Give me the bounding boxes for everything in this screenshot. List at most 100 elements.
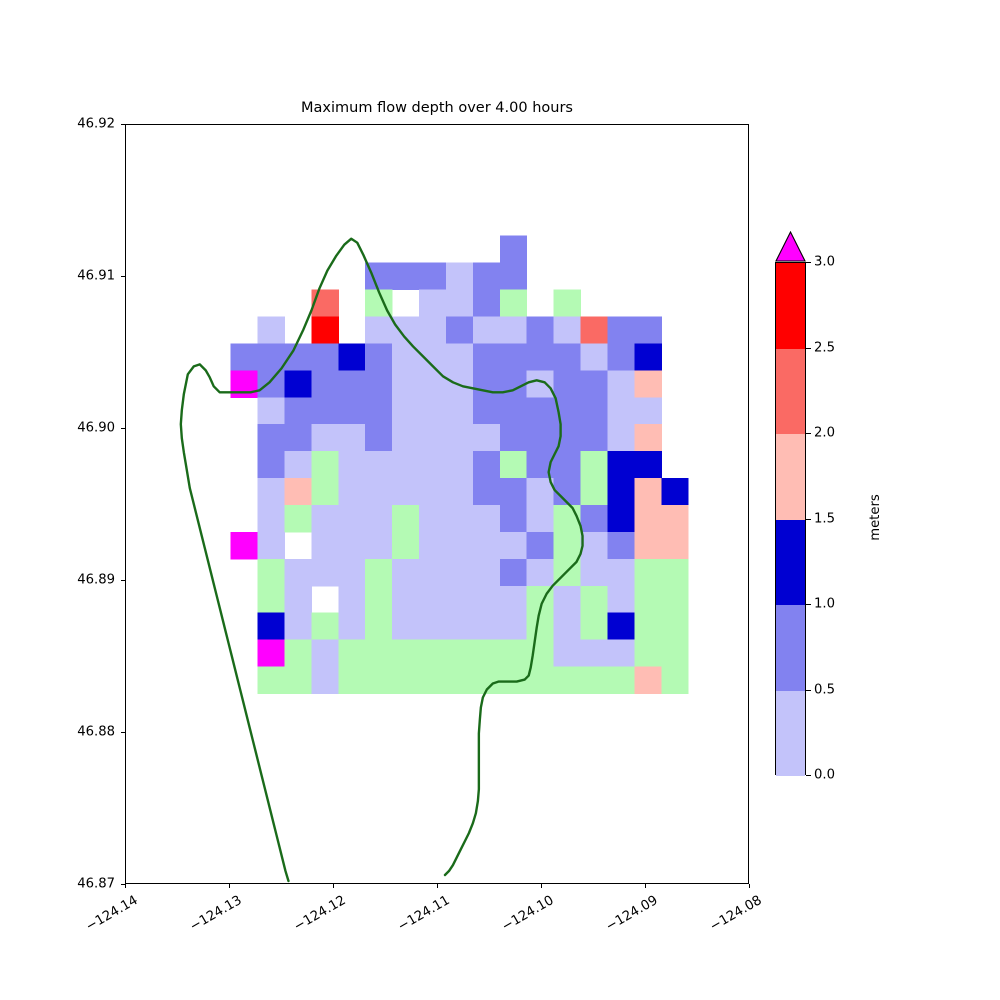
heatmap-cell — [365, 316, 393, 344]
heatmap-cell — [230, 343, 259, 371]
colorbar-tick-mark — [806, 518, 811, 520]
heatmap-cell — [257, 558, 285, 587]
heatmap-cell — [445, 612, 474, 641]
heatmap-cell — [661, 478, 689, 506]
y-tick-label: 46.89 — [77, 572, 115, 588]
heatmap-cell — [499, 235, 528, 264]
x-tick-label: −124.12 — [291, 893, 349, 935]
heatmap-cell — [257, 666, 285, 694]
heatmap-cell — [553, 666, 582, 694]
heatmap-cell — [634, 343, 662, 371]
heatmap-cell — [553, 531, 582, 560]
colorbar-band — [776, 519, 805, 605]
heatmap-cell — [445, 424, 474, 452]
heatmap-cell — [661, 504, 689, 533]
heatmap-cell — [284, 370, 312, 398]
heatmap-cell — [365, 612, 393, 641]
plot-clip-region — [126, 125, 748, 883]
heatmap-cell — [661, 612, 689, 641]
colorbar-tick-label: 0.5 — [814, 682, 835, 697]
heatmap-cell — [284, 451, 312, 479]
heatmap-cell — [392, 451, 420, 479]
heatmap-cell — [499, 451, 528, 479]
heatmap-cell — [526, 666, 555, 694]
heatmap-cell — [257, 343, 285, 371]
heatmap-cell — [257, 370, 285, 398]
colorbar-tick-label: 2.0 — [814, 425, 835, 441]
y-tick-label: 46.88 — [77, 724, 115, 740]
heatmap-cell — [365, 451, 393, 479]
heatmap-cell — [338, 666, 366, 694]
heatmap-cell — [661, 531, 689, 560]
colorbar-band — [776, 605, 805, 691]
heatmap-cell — [445, 504, 474, 533]
heatmap-cell — [365, 504, 393, 533]
heatmap-cell — [472, 585, 501, 614]
heatmap-cell — [499, 504, 528, 533]
heatmap-cell — [526, 370, 555, 398]
heatmap-cell — [311, 666, 339, 694]
heatmap-cell — [419, 424, 447, 452]
heatmap-cell — [526, 316, 555, 344]
heatmap-cell — [230, 531, 259, 560]
heatmap-cell — [499, 478, 528, 506]
heatmap-cell — [311, 612, 339, 641]
x-tick-label: −124.08 — [707, 893, 765, 935]
heatmap-cell — [607, 370, 635, 398]
x-tick-mark — [645, 884, 647, 888]
plot-axes — [125, 124, 749, 884]
colorbar-band — [776, 348, 805, 434]
heatmap-cell — [257, 451, 285, 479]
heatmap-cell — [553, 639, 582, 668]
heatmap-cell — [634, 531, 662, 560]
colorbar-tick-mark — [806, 347, 811, 349]
heatmap-cell — [284, 666, 312, 694]
y-tick-label: 46.92 — [77, 116, 115, 132]
heatmap-cell — [661, 585, 689, 614]
heatmap-cell — [634, 370, 662, 398]
heatmap-cell — [472, 262, 501, 291]
y-tick-mark — [121, 276, 125, 278]
heatmap-cell — [634, 666, 662, 694]
heatmap-cell — [338, 397, 366, 425]
heatmap-cell — [392, 639, 420, 668]
heatmap-cell — [661, 666, 689, 694]
heatmap-cell — [499, 343, 528, 371]
heatmap-cell — [311, 343, 339, 371]
heatmap-cell — [419, 451, 447, 479]
heatmap-cell — [284, 504, 312, 533]
chart-title: Maximum flow depth over 4.00 hours — [301, 100, 573, 116]
heatmap-cell — [365, 666, 393, 694]
heatmap-cell — [365, 424, 393, 452]
y-tick-mark — [121, 124, 125, 126]
heatmap-cell — [445, 289, 474, 317]
heatmap-cell — [499, 558, 528, 587]
heatmap-cell — [580, 585, 608, 614]
heatmap-cell — [553, 451, 582, 479]
heatmap-cell — [365, 343, 393, 371]
heatmap-cell — [526, 424, 555, 452]
colorbar-tick-label: 1.5 — [814, 511, 835, 526]
heatmap-cell — [553, 612, 582, 641]
colorbar-tick-mark — [806, 433, 811, 435]
heatmap-cell — [284, 558, 312, 587]
heatmap-cell — [338, 504, 366, 533]
heatmap-cell — [392, 666, 420, 694]
heatmap-cell — [634, 424, 662, 452]
y-tick-mark — [121, 884, 125, 886]
heatmap-cell — [580, 531, 608, 560]
heatmap-cell — [607, 343, 635, 371]
heatmap-cell — [365, 639, 393, 668]
heatmap-cell — [392, 478, 420, 506]
heatmap-cell — [445, 451, 474, 479]
heatmap-cell — [392, 262, 420, 291]
heatmap-cell — [419, 639, 447, 668]
heatmap-cell — [365, 558, 393, 587]
y-tick-label: 46.90 — [77, 420, 115, 436]
heatmap-cell — [311, 504, 339, 533]
heatmap-cell — [419, 478, 447, 506]
heatmap-cell — [311, 424, 339, 452]
heatmap-cell — [284, 424, 312, 452]
heatmap-cell — [472, 504, 501, 533]
heatmap-cell — [499, 289, 528, 317]
